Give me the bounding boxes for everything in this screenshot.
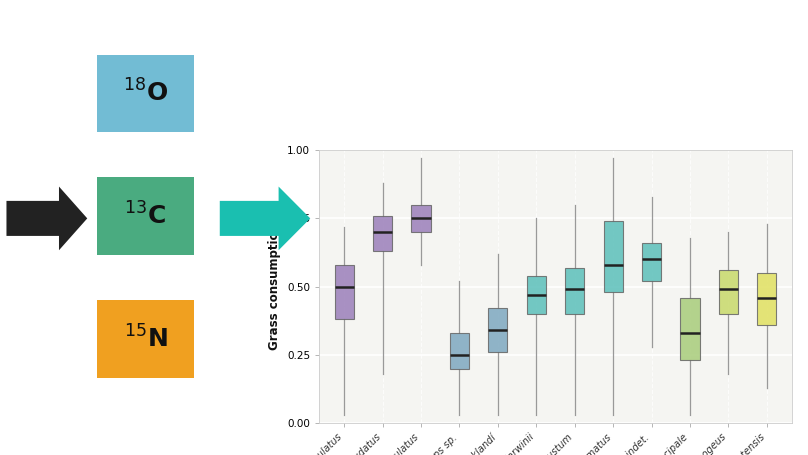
Y-axis label: Grass consumption: Grass consumption [268, 223, 281, 350]
FancyBboxPatch shape [97, 55, 194, 132]
Polygon shape [6, 187, 87, 250]
Bar [757, 273, 776, 325]
FancyBboxPatch shape [97, 300, 194, 378]
Bar [527, 276, 546, 314]
Bar [604, 221, 623, 292]
Bar [373, 216, 392, 251]
Bar [719, 270, 738, 314]
Bar [335, 265, 354, 319]
FancyBboxPatch shape [97, 177, 194, 255]
Bar [488, 308, 507, 352]
Text: $^{15}$N: $^{15}$N [124, 325, 167, 353]
Polygon shape [220, 187, 310, 250]
Text: $^{13}$C: $^{13}$C [124, 202, 166, 230]
Bar [680, 298, 700, 360]
Bar [411, 205, 431, 232]
Bar [565, 268, 584, 314]
Text: $^{18}$O: $^{18}$O [123, 80, 168, 107]
Bar [450, 333, 469, 369]
Bar [642, 243, 661, 281]
